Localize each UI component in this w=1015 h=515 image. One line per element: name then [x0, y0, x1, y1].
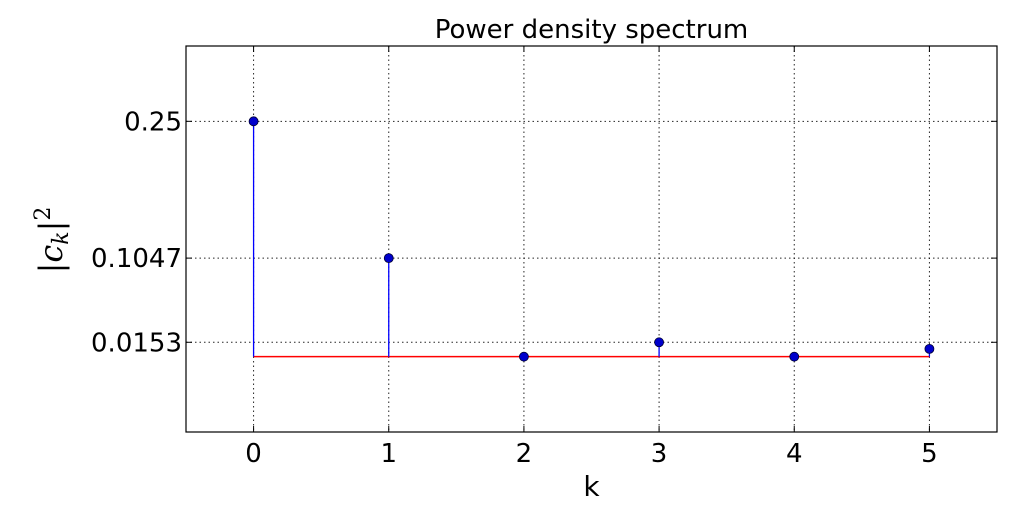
y-tick-label: 0.0153	[91, 328, 182, 358]
svg-text:|ck|2: |ck|2	[31, 207, 74, 274]
axes-frame	[185, 45, 998, 433]
y-tick-label: 0.25	[124, 107, 182, 137]
y-axis-label: |ck|2	[31, 207, 74, 274]
y-tick-labels: 0.0153 0.1047 0.25	[91, 107, 182, 358]
stem-marker-k2	[519, 351, 529, 362]
y-tick-label: 0.1047	[91, 244, 182, 274]
stem-marker-k5	[924, 343, 935, 354]
y-label-superscript: 2	[31, 207, 56, 221]
x-tick-label: 4	[786, 439, 803, 469]
stem-marker-k4	[789, 351, 800, 362]
y-label-subscript: k	[49, 231, 74, 244]
x-tick-labels: 0 1 2 3 4 5	[245, 439, 937, 469]
x-axis-label: k	[583, 470, 600, 503]
y-label-base: c	[32, 245, 70, 263]
x-tick-label: 2	[516, 439, 533, 469]
tick-layer	[186, 46, 997, 432]
y-label-bar-right: |	[32, 221, 70, 232]
marker-layer	[248, 116, 935, 362]
x-tick-label: 5	[921, 439, 938, 469]
y-label-bar-left: |	[32, 263, 70, 274]
x-tick-label: 3	[651, 439, 668, 469]
stem-marker-k0	[248, 116, 259, 127]
stem-marker-k1	[383, 253, 394, 264]
chart-title: Power density spectrum	[435, 15, 749, 45]
stem-layer	[252, 121, 931, 357]
grid-layer	[186, 46, 997, 432]
stem-marker-k3	[654, 337, 664, 348]
x-tick-label: 1	[380, 439, 397, 469]
x-tick-label: 0	[245, 439, 262, 469]
